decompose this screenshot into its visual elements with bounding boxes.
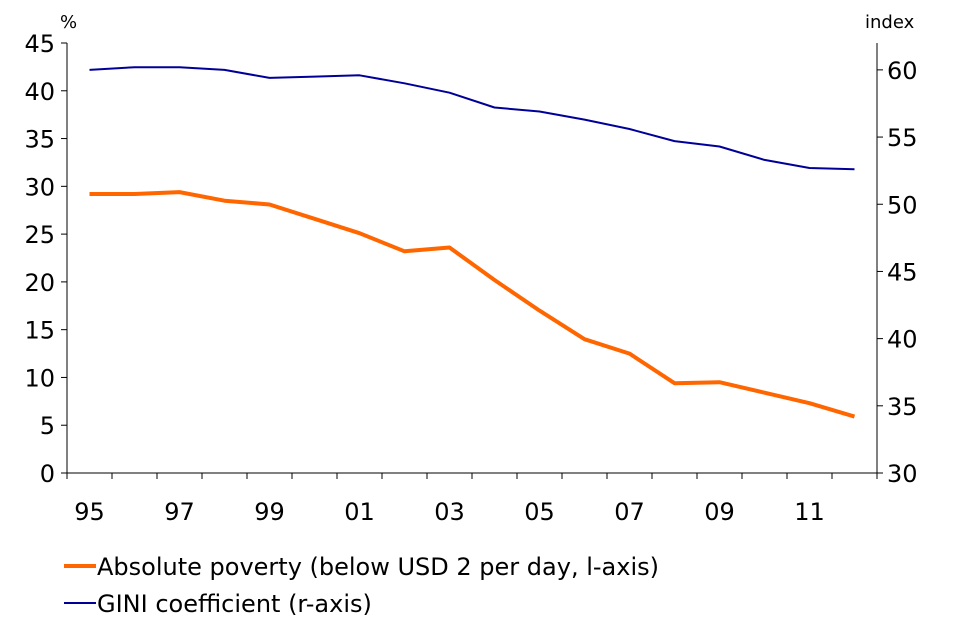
legend-item-gini: GINI coefficient (r-axis) (64, 590, 372, 618)
left-axis-ticks: 0 5 10 15 20 25 30 35 40 45 (24, 30, 67, 488)
x-tick-label: 05 (524, 498, 555, 526)
left-tick-label: 30 (24, 173, 55, 201)
left-tick-label: 40 (24, 78, 55, 106)
legend-label-poverty: Absolute poverty (below USD 2 per day, l… (97, 553, 659, 581)
x-axis-ticks: 95 97 99 01 03 05 07 09 11 (66, 473, 878, 526)
x-tick-label: 07 (614, 498, 645, 526)
x-tick-label: 01 (344, 498, 375, 526)
x-tick-label: 09 (704, 498, 735, 526)
left-axis-unit: % (60, 12, 77, 33)
left-tick-label: 0 (40, 460, 55, 488)
series-line-gini (89, 66, 855, 171)
left-tick-label: 35 (24, 126, 55, 154)
right-tick-label: 45 (887, 258, 918, 286)
left-tick-label: 20 (24, 269, 55, 297)
right-axis-unit: index (865, 12, 915, 33)
legend: Absolute poverty (below USD 2 per day, l… (64, 553, 659, 618)
x-tick-label: 11 (794, 498, 825, 526)
x-tick-label: 95 (74, 498, 105, 526)
series-line-poverty (89, 190, 856, 419)
axes (66, 43, 878, 474)
left-tick-label: 15 (24, 317, 55, 345)
left-tick-label: 45 (24, 30, 55, 58)
right-axis-ticks: 30 35 40 45 50 55 60 (877, 57, 918, 488)
x-tick-label: 03 (434, 498, 465, 526)
right-tick-label: 40 (887, 326, 918, 354)
left-tick-label: 25 (24, 221, 55, 249)
right-tick-label: 35 (887, 393, 918, 421)
x-tick-label: 99 (254, 498, 285, 526)
left-tick-label: 10 (24, 364, 55, 392)
right-tick-label: 30 (887, 460, 918, 488)
left-tick-label: 5 (40, 412, 55, 440)
right-tick-label: 60 (887, 57, 918, 85)
right-tick-label: 50 (887, 191, 918, 219)
series-layer (89, 66, 856, 419)
right-tick-label: 55 (887, 124, 918, 152)
legend-item-poverty: Absolute poverty (below USD 2 per day, l… (64, 553, 659, 581)
legend-label-gini: GINI coefficient (r-axis) (97, 590, 372, 618)
x-tick-label: 97 (164, 498, 195, 526)
